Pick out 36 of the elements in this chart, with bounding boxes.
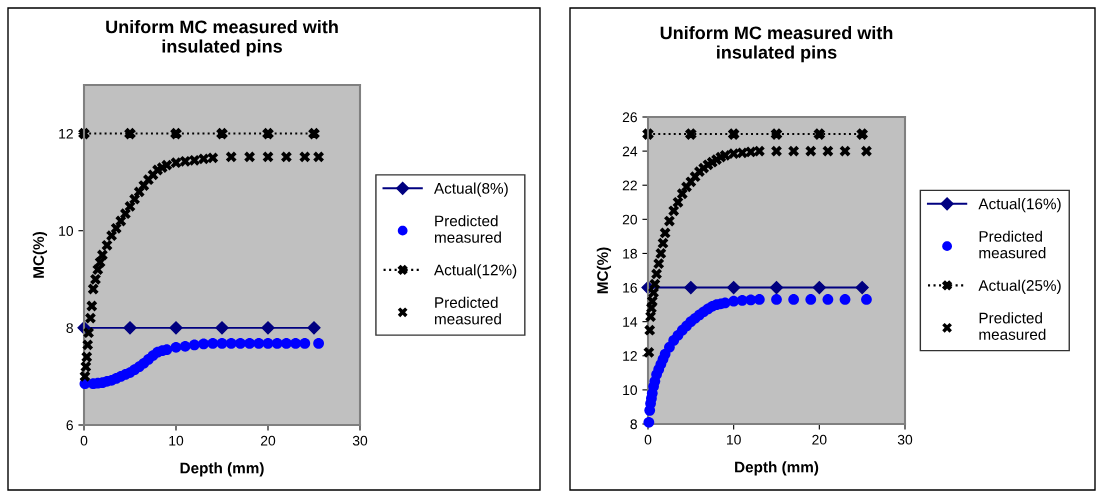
y-axis-title: MC(%) <box>596 247 612 294</box>
x-tick-label: 0 <box>644 434 652 445</box>
legend-label: Actual(16%) <box>978 198 1061 213</box>
x-axis-title: Depth (mm) <box>735 461 819 476</box>
x-tick-label: 10 <box>727 434 741 445</box>
legend-label: Predicted measured <box>434 215 501 243</box>
y-axis-title: MC(%) <box>32 232 48 278</box>
y-tick-label: 26 <box>622 112 637 123</box>
y-tick-label: 16 <box>623 282 637 293</box>
x-tick-label: 30 <box>897 434 913 445</box>
y-tick-label: 12 <box>59 128 73 139</box>
x-tick-label: 20 <box>260 435 276 446</box>
x-tick-label: 10 <box>169 435 184 446</box>
y-tick-label: 20 <box>622 214 638 225</box>
y-tick-label: 24 <box>622 146 638 157</box>
y-tick-label: 8 <box>66 323 73 334</box>
legend-label: Predicted measured <box>979 230 1046 259</box>
y-tick-label: 22 <box>622 180 637 191</box>
y-tick-label: 10 <box>623 385 638 396</box>
legend-label: Actual(12%) <box>434 264 517 279</box>
x-tick-label: 20 <box>812 434 827 445</box>
x-tick-label: 30 <box>352 435 368 446</box>
y-tick-label: 18 <box>623 248 637 259</box>
y-tick-label: 6 <box>66 420 73 431</box>
chart-title: Uniform MC measured with insulated pins <box>660 26 893 63</box>
legend-label: Predicted measured <box>434 296 501 325</box>
x-tick-label: 0 <box>80 435 88 446</box>
legend-label: Actual(8%) <box>434 182 508 197</box>
x-axis-title: Depth (mm) <box>180 462 264 477</box>
y-tick-label: 14 <box>623 317 638 327</box>
y-tick-label: 10 <box>59 226 74 236</box>
legend-label: Actual(25%) <box>978 279 1061 294</box>
y-tick-label: 12 <box>623 351 637 361</box>
legend-label: Predicted measured <box>979 312 1046 340</box>
y-tick-label: 8 <box>630 419 637 430</box>
chart-title: Uniform MC measured with insulated pins <box>106 20 338 57</box>
